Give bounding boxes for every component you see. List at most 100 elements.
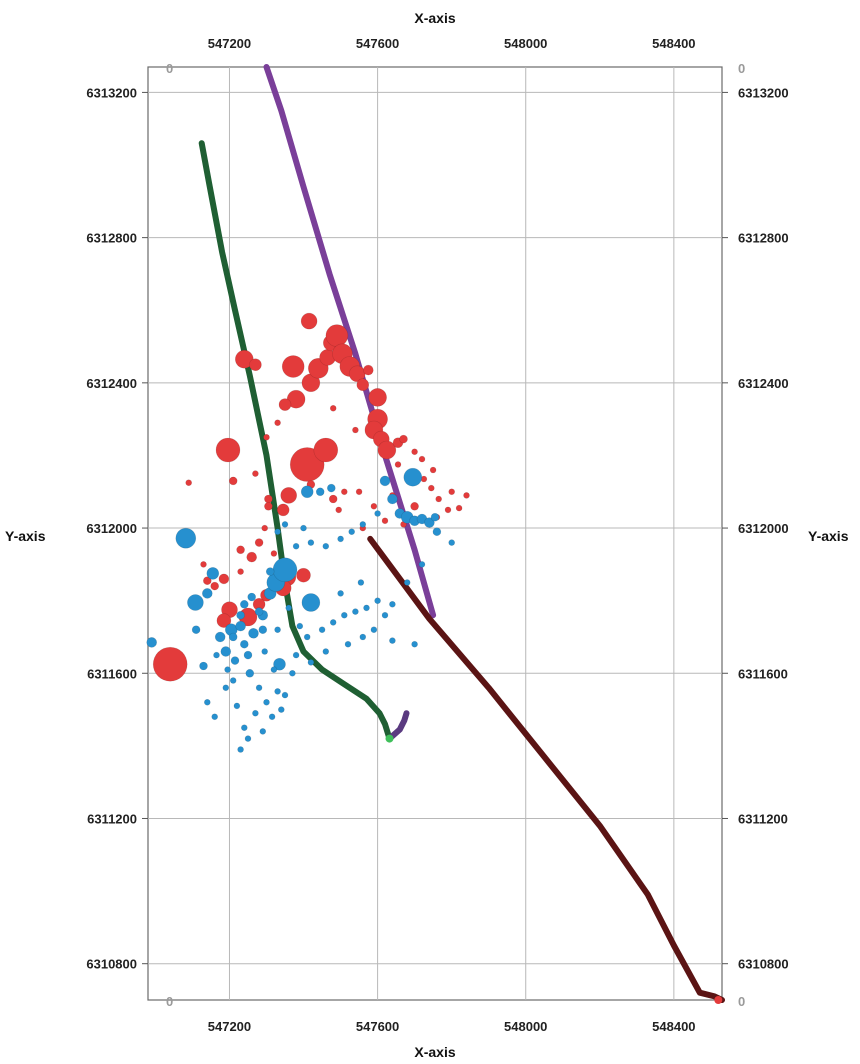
event-point xyxy=(237,746,244,753)
event-point xyxy=(292,651,300,659)
event-point xyxy=(329,404,337,412)
event-point xyxy=(370,502,378,510)
event-point xyxy=(427,484,435,492)
event-point xyxy=(340,488,348,496)
event-point xyxy=(379,475,391,487)
event-point xyxy=(272,557,298,583)
event-point xyxy=(301,593,321,612)
event-point xyxy=(228,476,238,486)
event-point xyxy=(218,573,230,585)
x-tick-label-bottom: 547200 xyxy=(208,1019,251,1034)
event-point xyxy=(146,637,157,648)
x-tick-label-bottom: 547600 xyxy=(356,1019,399,1034)
event-point xyxy=(185,479,192,487)
event-point xyxy=(300,312,318,330)
event-point xyxy=(296,567,311,583)
event-point xyxy=(374,510,381,517)
event-point xyxy=(307,539,315,546)
corner-zero-top-left: 0 xyxy=(166,61,173,76)
event-point xyxy=(463,492,470,499)
event-point xyxy=(281,691,289,699)
event-point xyxy=(240,639,249,649)
event-point xyxy=(237,568,244,575)
event-point xyxy=(337,535,344,543)
event-point xyxy=(280,487,298,504)
event-point xyxy=(411,448,418,456)
event-point xyxy=(307,659,315,666)
event-point xyxy=(340,611,348,619)
event-point xyxy=(261,648,269,655)
event-point xyxy=(394,461,402,468)
y-tick-label-right: 6312000 xyxy=(738,521,789,536)
x-tick-label-bottom: 548400 xyxy=(652,1019,695,1034)
y-tick-label-left: 6310800 xyxy=(86,957,137,972)
event-point xyxy=(243,650,253,660)
grid-lines xyxy=(142,67,728,1000)
event-point xyxy=(235,620,246,632)
event-point xyxy=(229,677,237,684)
event-point xyxy=(247,592,256,602)
corner-zero-bottom-right: 0 xyxy=(738,994,745,1009)
y-tick-label-left: 6311200 xyxy=(87,811,137,826)
event-point xyxy=(276,503,290,517)
event-point xyxy=(191,625,201,635)
well-trajectory xyxy=(198,140,393,742)
event-point xyxy=(285,604,293,612)
x-tick-label-top: 547200 xyxy=(208,36,251,51)
event-point xyxy=(210,581,219,591)
event-point xyxy=(273,657,286,671)
event-point xyxy=(214,631,226,643)
y-tick-label-right: 6311200 xyxy=(738,811,788,826)
event-point xyxy=(430,512,440,522)
event-point xyxy=(418,455,426,463)
y-tick-label-left: 6312400 xyxy=(86,376,137,391)
event-point xyxy=(337,590,344,597)
x-tick-label-top: 547600 xyxy=(356,36,399,51)
event-point xyxy=(399,434,408,444)
event-point xyxy=(203,576,212,586)
event-point xyxy=(411,640,418,648)
event-point xyxy=(455,504,463,512)
event-point xyxy=(403,467,423,487)
corner-zero-bottom-left: 0 xyxy=(166,994,173,1009)
event-point xyxy=(236,545,245,555)
event-point xyxy=(352,608,359,615)
event-point xyxy=(359,633,367,641)
event-point xyxy=(424,517,435,528)
event-point xyxy=(322,648,330,655)
event-point xyxy=(429,466,437,474)
well-end-marker xyxy=(385,734,394,743)
event-point xyxy=(318,626,326,634)
event-point xyxy=(244,735,252,742)
event-point xyxy=(211,713,218,721)
event-point xyxy=(261,524,269,532)
event-point xyxy=(381,611,389,619)
x-axis-label-bottom: X-axis xyxy=(414,1044,455,1060)
event-point xyxy=(252,470,259,477)
event-point xyxy=(254,607,264,616)
event-point xyxy=(303,633,311,641)
event-point xyxy=(368,388,387,407)
event-point xyxy=(270,550,278,557)
event-point xyxy=(300,485,314,499)
event-point xyxy=(277,706,285,713)
y-tick-label-right: 6312400 xyxy=(738,376,789,391)
event-point xyxy=(263,433,270,441)
event-point xyxy=(175,527,197,549)
event-point xyxy=(418,561,426,568)
event-point xyxy=(335,506,343,514)
event-point xyxy=(278,398,292,411)
event-point xyxy=(199,661,208,671)
event-point xyxy=(296,622,304,630)
corner-zero-top-right: 0 xyxy=(738,61,745,76)
event-point xyxy=(348,528,356,536)
event-point xyxy=(328,494,338,504)
event-point xyxy=(387,493,398,505)
event-point xyxy=(448,539,456,546)
event-point xyxy=(300,524,307,532)
y-axis-label-right: Y-axis xyxy=(808,528,849,544)
event-point xyxy=(233,702,241,710)
event-point xyxy=(236,610,245,620)
event-point xyxy=(224,666,231,673)
